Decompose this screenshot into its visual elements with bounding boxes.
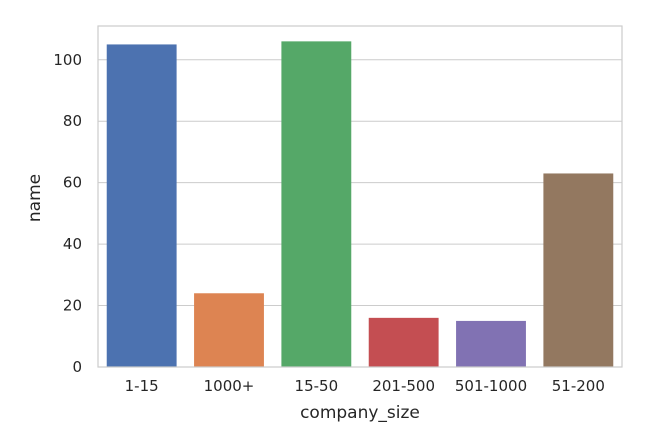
x-tick-label: 201-500 xyxy=(372,377,435,395)
plot-background xyxy=(98,26,622,367)
bar-15-50 xyxy=(281,41,352,368)
x-tick-label: 15-50 xyxy=(295,377,339,395)
plot-frame xyxy=(97,25,623,368)
bar-501-1000 xyxy=(456,320,526,367)
x-axis-label: company_size xyxy=(300,403,420,423)
bar-1-15 xyxy=(106,44,177,367)
x-tick-label: 1-15 xyxy=(125,377,159,395)
y-axis-ticks: 0 20 40 60 80 100 xyxy=(53,51,82,376)
bar-1000+ xyxy=(194,293,264,367)
x-axis-ticks: 1-15 1000+ 15-50 201-500 501-1000 51-200 xyxy=(125,377,605,395)
y-tick-label: 80 xyxy=(63,112,82,130)
y-tick-label: 100 xyxy=(53,51,82,69)
x-tick-label: 1000+ xyxy=(204,377,255,395)
x-tick-label: 501-1000 xyxy=(455,377,527,395)
y-tick-label: 20 xyxy=(63,297,82,315)
bar-51-200 xyxy=(543,173,614,367)
y-axis-label: name xyxy=(25,174,45,222)
x-tick-label: 51-200 xyxy=(552,377,605,395)
y-tick-label: 40 xyxy=(63,235,82,253)
y-tick-label: 0 xyxy=(72,358,82,376)
bars xyxy=(106,41,614,368)
y-tick-label: 60 xyxy=(63,174,82,192)
bar-201-500 xyxy=(368,317,439,367)
